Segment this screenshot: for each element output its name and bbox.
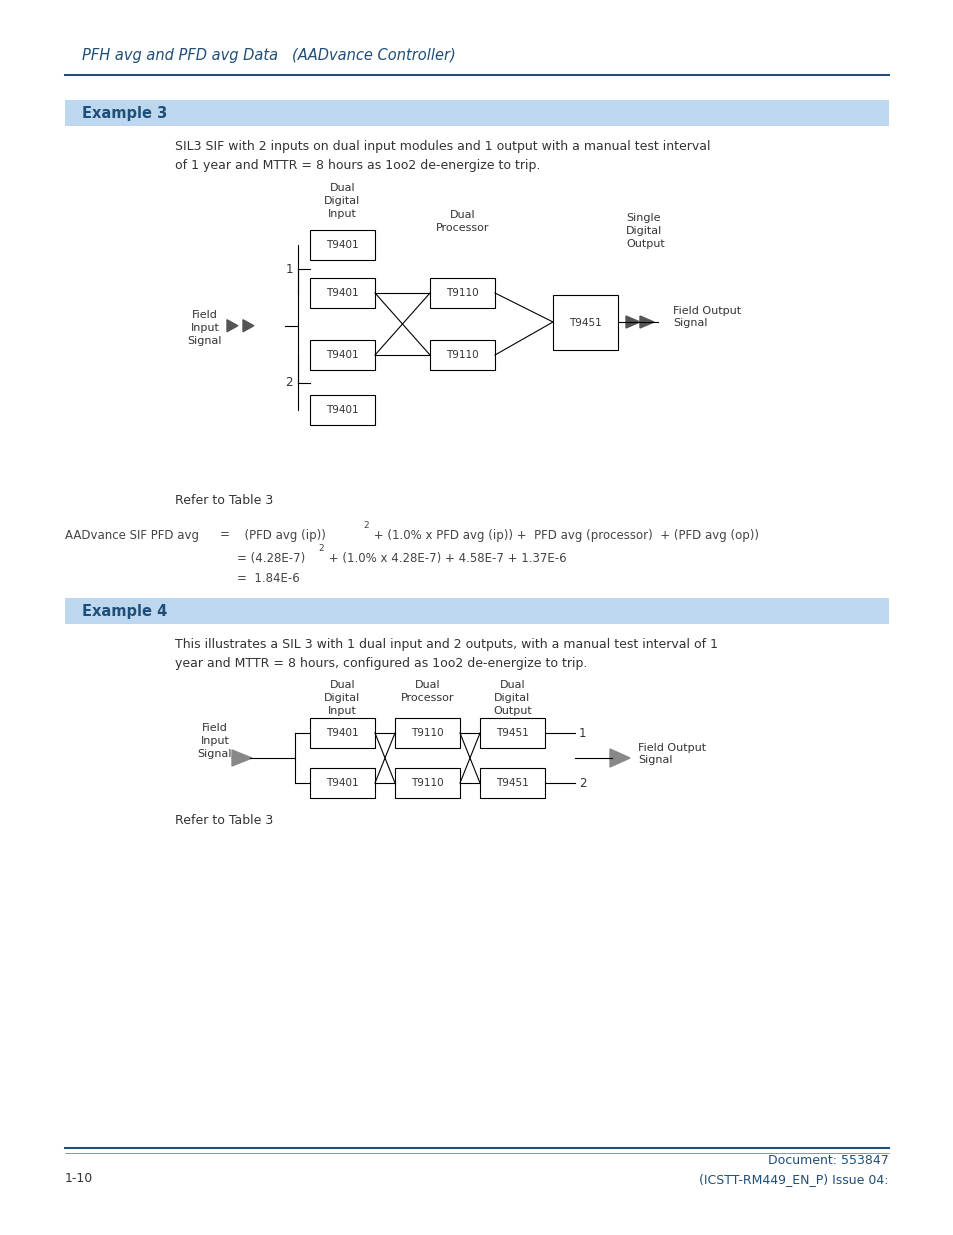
Text: Field Output
Signal: Field Output Signal xyxy=(672,305,740,329)
Text: Example 3: Example 3 xyxy=(82,105,167,121)
Text: 2: 2 xyxy=(317,543,323,552)
Text: SIL3 SIF with 2 inputs on dual input modules and 1 output with a manual test int: SIL3 SIF with 2 inputs on dual input mod… xyxy=(174,140,710,172)
Text: 2: 2 xyxy=(578,777,586,789)
Text: =  1.84E-6: = 1.84E-6 xyxy=(236,572,299,584)
Text: (PFD avg (ip)): (PFD avg (ip)) xyxy=(236,529,326,541)
Polygon shape xyxy=(243,320,253,332)
Bar xyxy=(430,278,495,308)
Text: T9110: T9110 xyxy=(446,288,478,298)
Text: Refer to Table 3: Refer to Table 3 xyxy=(174,814,273,826)
Text: PFH avg and PFD avg Data   (AADvance Controller): PFH avg and PFD avg Data (AADvance Contr… xyxy=(82,47,456,63)
Text: T9451: T9451 xyxy=(569,317,601,327)
Text: =: = xyxy=(220,529,230,541)
Bar xyxy=(395,718,459,748)
Text: This illustrates a SIL 3 with 1 dual input and 2 outputs, with a manual test int: This illustrates a SIL 3 with 1 dual inp… xyxy=(174,638,718,669)
Bar xyxy=(310,230,375,261)
Text: T9110: T9110 xyxy=(411,727,443,739)
Bar xyxy=(65,598,888,624)
Text: Field Output
Signal: Field Output Signal xyxy=(638,742,705,766)
Text: T9110: T9110 xyxy=(446,350,478,359)
Bar xyxy=(310,340,375,370)
Bar xyxy=(310,718,375,748)
Bar xyxy=(479,768,544,798)
Text: Example 4: Example 4 xyxy=(82,604,167,619)
Bar xyxy=(479,718,544,748)
Text: + (1.0% x PFD avg (ip)) +  PFD avg (processor)  + (PFD avg (op)): + (1.0% x PFD avg (ip)) + PFD avg (proce… xyxy=(370,529,759,541)
Text: T9401: T9401 xyxy=(326,405,358,415)
Text: T9401: T9401 xyxy=(326,288,358,298)
Text: 2: 2 xyxy=(285,375,293,389)
Bar xyxy=(310,278,375,308)
Bar xyxy=(553,295,618,350)
Text: Field
Input
Signal: Field Input Signal xyxy=(188,310,222,346)
Polygon shape xyxy=(625,316,639,329)
Bar xyxy=(65,100,888,126)
Text: Document: 553847
(ICSTT-RM449_EN_P) Issue 04:: Document: 553847 (ICSTT-RM449_EN_P) Issu… xyxy=(699,1153,888,1186)
Text: Dual
Digital
Input: Dual Digital Input xyxy=(324,183,360,219)
Polygon shape xyxy=(232,750,252,766)
Polygon shape xyxy=(639,316,654,329)
Text: T9401: T9401 xyxy=(326,240,358,249)
Text: Dual
Digital
Output: Dual Digital Output xyxy=(493,680,532,715)
Text: Field
Input
Signal: Field Input Signal xyxy=(197,722,232,758)
Text: T9451: T9451 xyxy=(496,727,528,739)
Text: 1: 1 xyxy=(578,726,586,740)
Text: T9401: T9401 xyxy=(326,778,358,788)
Text: 1: 1 xyxy=(285,263,293,275)
Bar xyxy=(310,395,375,425)
Bar xyxy=(430,340,495,370)
Text: T9451: T9451 xyxy=(496,778,528,788)
Text: T9110: T9110 xyxy=(411,778,443,788)
Text: Dual
Processor: Dual Processor xyxy=(400,680,454,703)
Polygon shape xyxy=(227,320,237,332)
Text: + (1.0% x 4.28E-7) + 4.58E-7 + 1.37E-6: + (1.0% x 4.28E-7) + 4.58E-7 + 1.37E-6 xyxy=(325,552,566,564)
Text: 1-10: 1-10 xyxy=(65,1172,93,1184)
Text: T9401: T9401 xyxy=(326,350,358,359)
Text: AADvance SIF PFD avg: AADvance SIF PFD avg xyxy=(65,529,199,541)
Text: T9401: T9401 xyxy=(326,727,358,739)
Text: 2: 2 xyxy=(363,520,368,530)
Text: = (4.28E-7): = (4.28E-7) xyxy=(236,552,305,564)
Text: Dual
Digital
Input: Dual Digital Input xyxy=(324,680,360,715)
Bar xyxy=(395,768,459,798)
Text: Refer to Table 3: Refer to Table 3 xyxy=(174,494,273,506)
Text: Dual
Processor: Dual Processor xyxy=(436,210,489,233)
Bar xyxy=(310,768,375,798)
Polygon shape xyxy=(609,748,629,767)
Text: Single
Digital
Output: Single Digital Output xyxy=(625,212,664,248)
